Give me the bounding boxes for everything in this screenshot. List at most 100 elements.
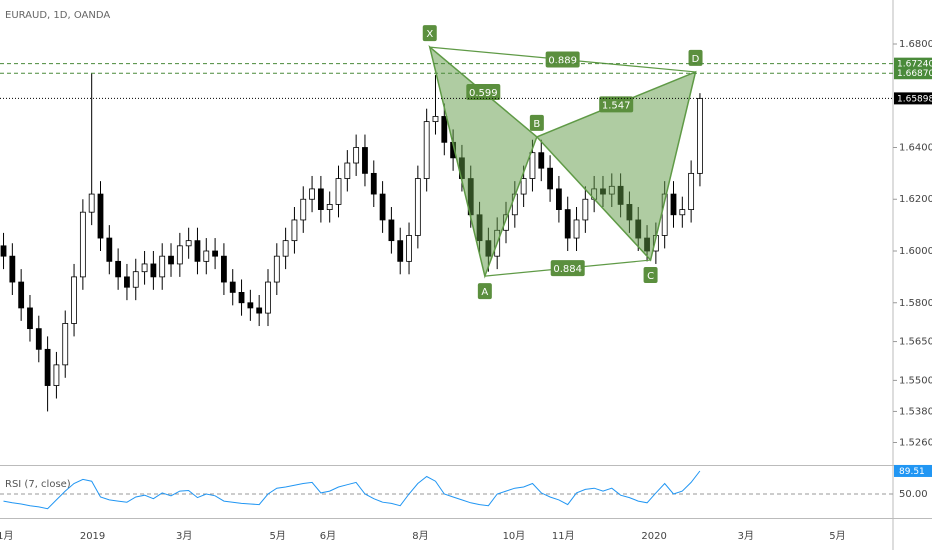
candle-body [441, 116, 448, 143]
candle-body [168, 255, 174, 265]
x-tick-label: 3月 [738, 530, 754, 542]
point-label: X [426, 29, 433, 40]
candle-body [697, 97, 703, 174]
candle-body [679, 209, 686, 216]
candle-body [291, 219, 298, 242]
candle-body [88, 193, 95, 213]
price-tag [894, 67, 932, 80]
candle-body [141, 263, 148, 273]
rsi-tag-label: 89.51 [899, 467, 925, 477]
candle-body [379, 193, 386, 221]
x-tick-label: 11月 [552, 530, 575, 542]
candle-body [317, 188, 324, 210]
candle-body [150, 263, 157, 278]
ratio-label: 0.884 [553, 264, 582, 275]
candle-body [185, 240, 192, 247]
candle-body [300, 198, 307, 221]
rsi-name: RSI (7, close) [5, 479, 71, 490]
candle-body [388, 219, 395, 242]
candle-body [97, 193, 104, 239]
price-tag-label: 1.67240 [897, 60, 932, 70]
candle-body [414, 178, 421, 236]
candle-body [564, 209, 571, 239]
candle-body [229, 281, 236, 293]
candle-body [538, 152, 545, 169]
candle-body [106, 237, 113, 262]
candle-body [520, 178, 527, 195]
point-box [529, 114, 544, 131]
x-tick-label: 2019 [80, 531, 105, 542]
y-tick-label: 1.64000 [899, 142, 932, 153]
candle-body [265, 281, 271, 314]
candle-body [194, 240, 201, 262]
candle-body [573, 219, 580, 239]
candle-body [159, 255, 166, 278]
candle-body [238, 292, 245, 304]
rsi-tag [894, 464, 932, 477]
candle-body [353, 147, 360, 164]
candle-body [670, 193, 677, 216]
candle-body [203, 250, 210, 262]
last-price-label: 1.65898 [897, 94, 932, 104]
candle-body [423, 121, 430, 179]
point-label: C [647, 271, 654, 282]
point-label: D [692, 54, 700, 65]
y-tick-label: 1.55000 [899, 375, 932, 386]
x-tick-label: 6月 [320, 530, 336, 542]
candle-body [547, 167, 553, 190]
candle-body [71, 276, 77, 324]
point-box [688, 49, 703, 66]
x-tick-label: 1月 [0, 530, 13, 542]
last-price-tag [894, 92, 932, 105]
y-tick-label: 1.53800 [899, 406, 932, 417]
candle-body [397, 240, 404, 262]
ratio-box [466, 83, 501, 100]
y-tick-label: 1.68000 [899, 39, 932, 50]
y-tick-label: 1.58000 [899, 298, 932, 309]
point-box [422, 25, 437, 42]
candle-body [582, 198, 589, 221]
point-label: A [481, 287, 488, 298]
candle-body [124, 276, 130, 288]
candle-body [18, 281, 25, 309]
ratio-box [599, 96, 634, 113]
candle-body [282, 240, 289, 257]
y-tick-label: 1.60000 [899, 246, 932, 257]
rsi-line [3, 470, 701, 510]
candle-body [344, 162, 351, 179]
candle-body [115, 260, 122, 278]
candle-body [212, 250, 218, 257]
candle-body [44, 348, 51, 386]
point-box [477, 283, 492, 300]
candle-body [370, 172, 377, 195]
candle-body [555, 188, 562, 210]
candle-body [62, 323, 69, 366]
point-label: B [533, 119, 540, 130]
point-box [643, 267, 658, 284]
candle-body [79, 211, 86, 278]
candle-body [362, 147, 368, 174]
x-tick-label: 2020 [641, 531, 666, 542]
candle-body [221, 255, 227, 283]
candle-body [432, 116, 439, 123]
candle-body [35, 328, 42, 350]
candle-body [256, 307, 263, 314]
price-tag-label: 1.66870 [897, 69, 932, 79]
ratio-label: 1.547 [602, 100, 631, 111]
x-tick-label: 10月 [503, 530, 526, 542]
x-tick-label: 3月 [176, 530, 192, 542]
x-tick-label: 5月 [829, 530, 845, 542]
x-tick-label: 8月 [412, 530, 428, 542]
y-tick-label: 1.62000 [899, 194, 932, 205]
candle-body [309, 188, 315, 200]
candle-body [335, 178, 342, 205]
candle-body [9, 255, 16, 283]
candle-body [406, 235, 412, 262]
ratio-label: 0.889 [548, 56, 577, 67]
candle-body [247, 302, 254, 309]
candle-body [132, 271, 139, 288]
y-tick-label: 1.56500 [899, 337, 932, 348]
x-tick-label: 5月 [269, 530, 285, 542]
